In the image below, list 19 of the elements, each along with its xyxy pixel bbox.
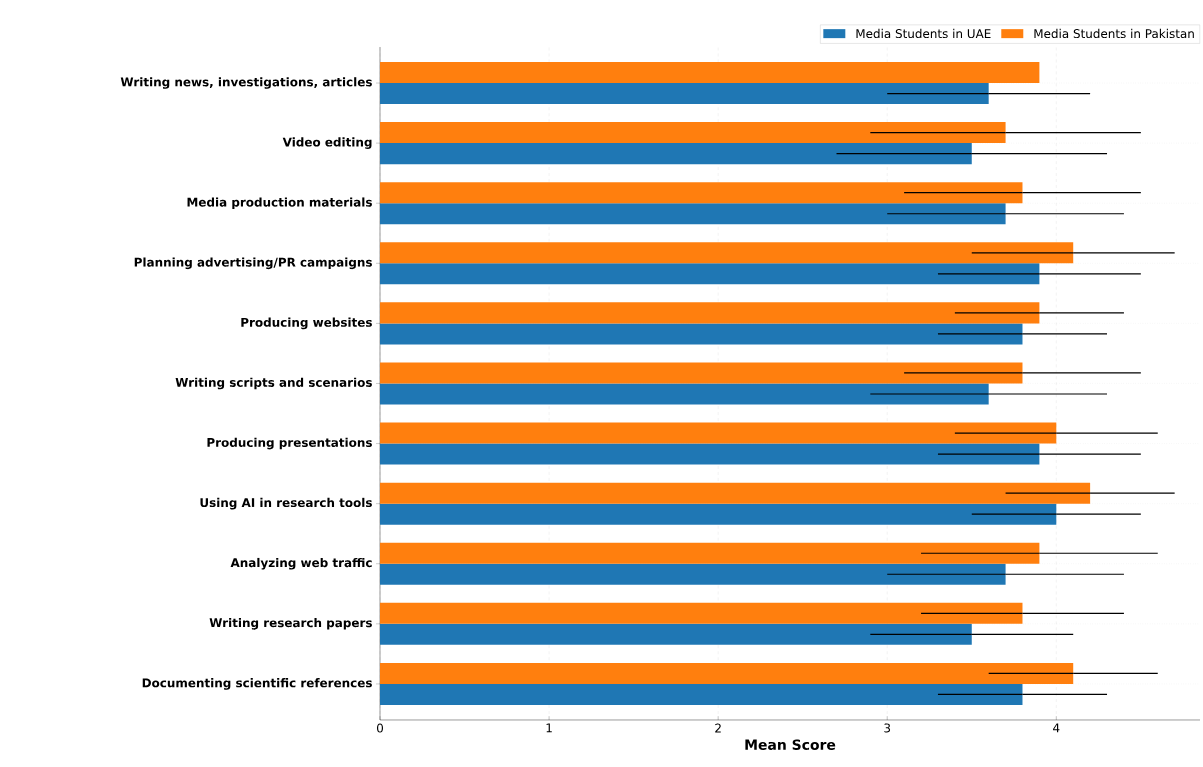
x-tick-label: 1 [546,723,552,733]
y-tick-label: Writing scripts and scenarios [175,377,372,390]
y-tick-label: Writing news, investigations, articles [120,77,372,89]
y-tick-label: Video editing [282,137,372,149]
y-tick-label: Writing research papers [209,618,372,630]
x-tick-label: 3 [884,723,891,733]
x-tick-label: 0 [376,723,384,733]
x-tick-label: 2 [715,723,721,733]
legend-label: Media Students in UAE [856,28,991,39]
legend-label: Media Students in Pakistan [1034,28,1194,39]
y-tick-label: Planning advertising/PR campaigns [134,257,372,270]
y-tick-label: Documenting scientific references [142,678,372,690]
y-tick-label: Media production materials [187,197,372,209]
y-tick-label: Producing presentations [207,437,372,450]
y-tick-label: Using AI in research tools [200,497,372,510]
y-tick-label: Analyzing web traffic [230,557,372,570]
x-axis-title: Mean Score [745,739,836,750]
y-tick-label: Producing websites [241,317,372,330]
x-tick-label: 4 [1053,723,1060,733]
